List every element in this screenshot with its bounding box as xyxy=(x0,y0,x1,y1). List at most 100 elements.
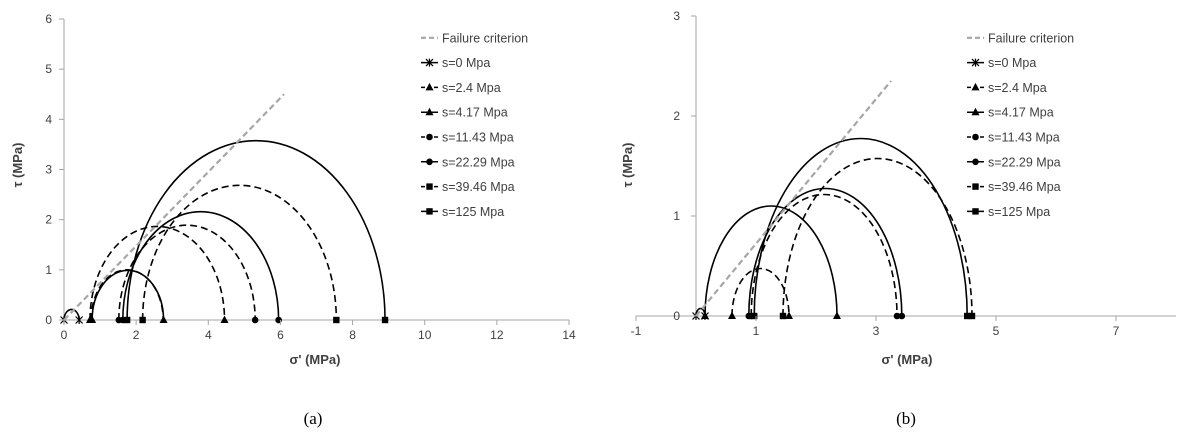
y-tick-label: 0 xyxy=(673,309,680,323)
series-4-point xyxy=(251,316,259,324)
series-6-point xyxy=(779,312,787,320)
series-2-circle xyxy=(731,267,790,317)
x-tick-label: -1 xyxy=(631,324,642,338)
x-tick-label: 12 xyxy=(490,328,504,342)
series-4-circle xyxy=(750,193,898,317)
legend-marker xyxy=(971,82,980,91)
series-3-point xyxy=(88,315,97,323)
x-tick-label: 10 xyxy=(418,328,432,342)
x-tick-label: 2 xyxy=(133,328,140,342)
x-tick-label: 4 xyxy=(205,328,212,342)
series-4-point xyxy=(893,312,901,320)
series-2-circle xyxy=(89,225,226,321)
y-tick-label: 2 xyxy=(45,213,52,227)
legend-marker xyxy=(426,133,433,141)
legend-label: s=4.17 Mpa xyxy=(442,106,508,120)
legend-label: s=22.29 Mpa xyxy=(988,155,1061,169)
series-2-point xyxy=(785,311,793,319)
y-tick-label: 4 xyxy=(45,112,52,126)
legend-item: s=0 Mpa xyxy=(967,56,1036,70)
y-tick-label: 6 xyxy=(45,12,52,26)
legend-label: s=11.43 Mpa xyxy=(988,131,1060,145)
legend-item: s=125 Mpa xyxy=(421,205,504,219)
series-5-point xyxy=(745,312,753,320)
series-7-point xyxy=(964,312,971,320)
legend-item: s=11.43 Mpa xyxy=(421,131,514,145)
legend-label: s=22.29 Mpa xyxy=(442,155,515,169)
failure-criterion-line xyxy=(695,80,892,317)
legend-label: s=11.43 Mpa xyxy=(442,131,514,145)
series-3-point xyxy=(701,311,709,319)
legend-marker xyxy=(425,107,434,116)
legend-item: s=4.17 Mpa xyxy=(967,106,1054,120)
y-tick-label: 1 xyxy=(673,209,680,223)
y-tick-label: 2 xyxy=(673,109,680,123)
legend-label: s=2.4 Mpa xyxy=(442,81,501,95)
x-axis-label-a: σ' (MPa) xyxy=(290,352,341,367)
series-5-circle xyxy=(748,187,903,317)
y-axis-label-a: τ (MPa) xyxy=(10,143,25,188)
x-tick-label: 0 xyxy=(61,328,68,342)
extra-circle xyxy=(90,269,164,321)
series-4-circle xyxy=(118,224,256,321)
x-tick-label: 7 xyxy=(1113,324,1120,338)
caption-a: (a) xyxy=(304,409,323,428)
x-axis-ticks-a: 0 2 4 6 8 10 12 14 xyxy=(61,320,576,342)
legend-marker xyxy=(972,208,979,215)
legend-marker xyxy=(425,82,434,91)
legend-marker xyxy=(972,133,979,141)
legend-item: s=0 Mpa xyxy=(421,56,490,70)
series-6-point xyxy=(333,316,340,324)
series-7-point xyxy=(381,316,389,324)
legend-label: s=125 Mpa xyxy=(442,205,504,219)
series-7-point xyxy=(123,316,131,324)
legend-label: s=0 Mpa xyxy=(442,56,490,70)
plot-area-b xyxy=(636,16,1176,320)
legend-item: s=4.17 Mpa xyxy=(421,106,508,120)
chart-panel-b: -1 1 3 5 7 0 1 2 3 σ' (MPa) τ (MPa) Failure cri… xyxy=(620,9,1176,428)
legend-label: s=39.46 Mpa xyxy=(442,180,515,194)
x-tick-label: 5 xyxy=(993,324,1000,338)
series-3-point xyxy=(833,311,841,319)
y-tick-label: 3 xyxy=(45,163,52,177)
y-axis-label-b: τ (MPa) xyxy=(620,143,635,188)
series-2-point xyxy=(728,311,736,319)
legend-a: Failure criterion s=0 Mpa s=2.4 Mpa s=4.17 … xyxy=(421,31,528,219)
legend-item: s=22.29 Mpa xyxy=(421,155,515,169)
series-6-circle xyxy=(782,157,973,317)
legend-item: s=39.46 Mpa xyxy=(967,180,1061,194)
legend-label: s=4.17 Mpa xyxy=(988,106,1054,120)
legend-item: s=39.46 Mpa xyxy=(421,180,515,194)
series-6-circle xyxy=(141,184,338,321)
series-6-point xyxy=(968,312,976,320)
x-tick-label: 8 xyxy=(349,328,356,342)
series-7-circle xyxy=(753,137,968,317)
x-axis-label-b: σ' (MPa) xyxy=(882,352,933,367)
legend-label: s=125 Mpa xyxy=(988,205,1050,219)
legend-marker xyxy=(972,183,979,190)
legend-item: s=11.43 Mpa xyxy=(967,131,1060,145)
y-tick-label: 1 xyxy=(45,263,52,277)
legend-label: Failure criterion xyxy=(442,31,528,45)
legend-item: s=22.29 Mpa xyxy=(967,155,1061,169)
failure-criterion-line xyxy=(63,93,285,321)
legend-label: s=39.46 Mpa xyxy=(988,180,1061,194)
y-tick-label: 0 xyxy=(45,313,52,327)
caption-b: (b) xyxy=(896,409,916,428)
x-tick-label: 14 xyxy=(562,328,576,342)
legend-label: s=2.4 Mpa xyxy=(988,81,1047,95)
legend-marker xyxy=(971,58,980,67)
legend-marker xyxy=(426,158,433,166)
legend-marker xyxy=(972,158,979,166)
y-tick-label: 5 xyxy=(45,62,52,76)
series-7-point xyxy=(751,312,758,320)
series-2-point xyxy=(220,315,229,323)
y-tick-label: 3 xyxy=(673,9,680,23)
legend-item: s=2.4 Mpa xyxy=(967,81,1047,95)
legend-label: Failure criterion xyxy=(988,31,1074,45)
legend-marker xyxy=(426,208,433,215)
series-5-point xyxy=(275,316,282,324)
series-6-point xyxy=(139,316,146,324)
